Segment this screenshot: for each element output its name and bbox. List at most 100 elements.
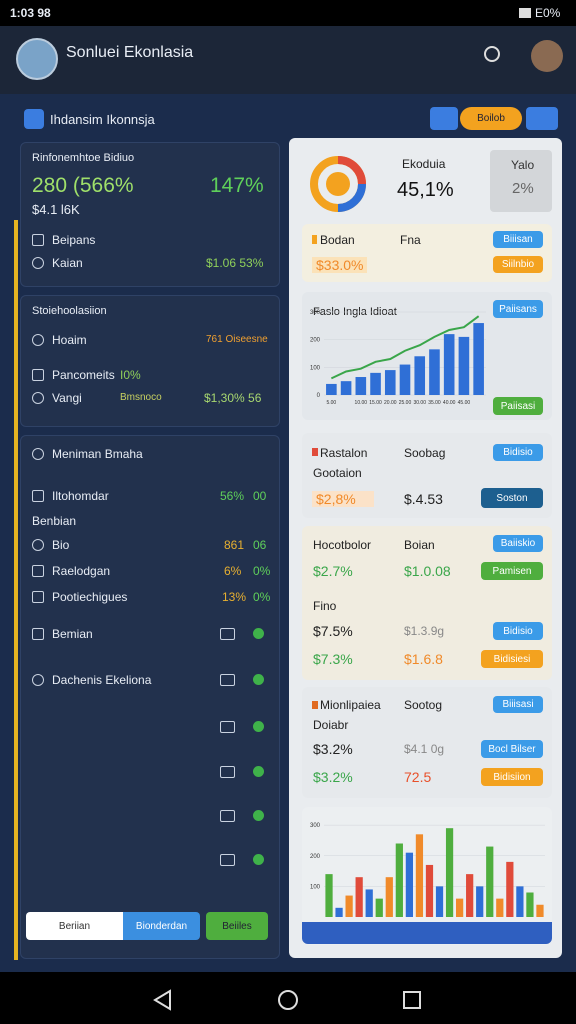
trend-line [330, 315, 480, 380]
search-button[interactable] [484, 46, 500, 62]
card-title: Stoiehoolasiion [32, 305, 107, 317]
row-label: Pancomeits [52, 368, 115, 382]
item-icon[interactable] [220, 810, 235, 822]
item-icon[interactable] [220, 721, 235, 733]
col-value: $1.6.8 [404, 651, 443, 667]
status-ok [253, 721, 264, 732]
gauge-value: 45,1% [397, 179, 454, 201]
row-value: 761 Oiseesne [206, 334, 268, 345]
sub-value: $4.1 l6K [32, 202, 80, 217]
stats-card [20, 295, 280, 427]
button[interactable]: Baiiskio [493, 535, 543, 552]
value: $7.3% [313, 651, 353, 667]
button[interactable]: Bidisiion [481, 768, 543, 786]
radio[interactable] [32, 448, 44, 460]
x-tick-label: 30.00 [413, 400, 426, 406]
item-icon[interactable] [220, 854, 235, 866]
bar [365, 889, 373, 917]
item-a: 861 [224, 538, 245, 552]
bar [326, 383, 337, 395]
item-icon[interactable] [220, 674, 235, 686]
radio[interactable] [32, 674, 44, 686]
bar [370, 372, 381, 395]
toolbar-button[interactable]: Boilob [460, 107, 522, 130]
button[interactable]: Bidisio [493, 622, 543, 640]
button[interactable]: Biiisasi [493, 696, 543, 713]
bar [536, 904, 544, 917]
col-value: $1.3.9g [404, 624, 445, 638]
bar [455, 898, 464, 917]
button[interactable]: Bocl Bilser [481, 740, 543, 758]
bar [445, 828, 454, 917]
status-bar: 1:03 98 E0% [0, 0, 576, 26]
button[interactable]: Paiisans [493, 300, 543, 318]
checkbox[interactable] [32, 591, 44, 603]
nav-bar [0, 972, 576, 1024]
bar [425, 864, 434, 917]
y-tick-label: 200 [310, 854, 321, 860]
bar [375, 898, 383, 917]
y-tick-label: 0 [317, 393, 321, 399]
button[interactable]: Paiisasi [493, 397, 543, 415]
checkbox[interactable] [32, 234, 44, 246]
button[interactable]: Bidisio [493, 444, 543, 461]
card-sub: Gootaion [313, 466, 362, 480]
button[interactable]: Bidisiesi [481, 650, 543, 668]
marker [312, 448, 318, 456]
add-button[interactable] [430, 107, 458, 130]
bar [355, 877, 363, 917]
item-label: Bio [52, 538, 70, 552]
bar [476, 886, 484, 917]
bar [526, 892, 534, 917]
item-icon[interactable] [220, 766, 235, 778]
button[interactable]: Beriian [26, 912, 123, 940]
button[interactable]: Siilnbio [493, 256, 543, 273]
bar [325, 874, 333, 917]
button[interactable]: Bionderdan [123, 912, 200, 940]
button[interactable]: Pamisen [481, 562, 543, 580]
row-label: Kaian [52, 256, 83, 270]
status-ok [253, 674, 264, 685]
home-button[interactable] [278, 990, 298, 1010]
x-tick-label: 25.00 [399, 400, 412, 406]
checkbox[interactable] [32, 628, 44, 640]
gauge-center [326, 172, 350, 196]
toolbar-title: Ihdansim Ikonnsja [50, 112, 155, 127]
profile-avatar[interactable] [531, 40, 563, 72]
button[interactable]: Biiisan [493, 231, 543, 248]
item-icon[interactable] [220, 628, 235, 640]
radio[interactable] [32, 539, 44, 551]
x-tick-label: 15.00 [369, 400, 382, 406]
col-value: $1.0.08 [404, 563, 451, 579]
value: $3.2% [313, 769, 353, 785]
radio[interactable] [32, 392, 44, 404]
radio[interactable] [32, 334, 44, 346]
button[interactable]: Soston [481, 488, 543, 508]
button[interactable]: Beiiles [206, 912, 268, 940]
app-header: Sonluei Ekonlasia [0, 26, 576, 94]
bar [395, 843, 403, 917]
row-label: Bodan [320, 233, 355, 247]
checkbox[interactable] [32, 565, 44, 577]
col-value: $.4.53 [404, 491, 443, 507]
checkbox[interactable] [32, 490, 44, 502]
back-button[interactable] [153, 989, 171, 1011]
avatar[interactable] [16, 38, 58, 80]
marker [312, 235, 317, 244]
recents-button[interactable] [403, 991, 421, 1009]
x-tick-label: 45.00 [458, 400, 471, 406]
gauge-title: Ekoduia [402, 157, 446, 171]
signal-icon [519, 8, 531, 18]
row-value: $33.0% [312, 257, 368, 273]
item-a: 56% [220, 489, 245, 503]
card-title: Meniman Bmaha [52, 447, 143, 461]
item-label: Iltohomdar [52, 489, 109, 503]
item-a: 6% [224, 564, 242, 578]
card-sub: Fino [313, 599, 337, 613]
radio[interactable] [32, 257, 44, 269]
filter-button[interactable] [526, 107, 558, 130]
menu-icon[interactable] [24, 109, 44, 129]
item-b: 06 [253, 538, 267, 552]
checkbox[interactable] [32, 369, 44, 381]
row-value: $1.06 53% [206, 256, 264, 270]
